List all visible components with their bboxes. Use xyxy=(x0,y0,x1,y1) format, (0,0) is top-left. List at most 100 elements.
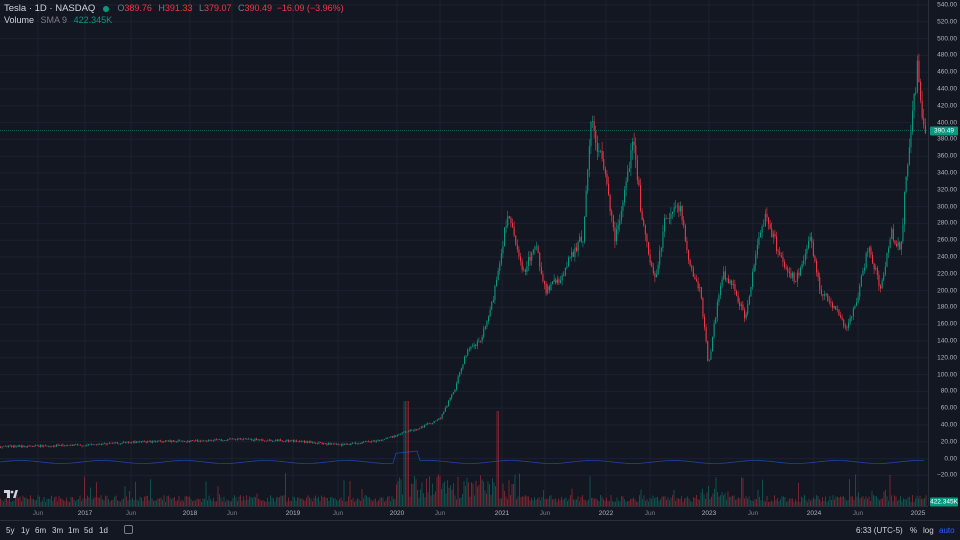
volume-bar xyxy=(351,499,352,506)
date-range-calendar-icon[interactable] xyxy=(124,525,133,534)
volume-bar xyxy=(315,495,316,506)
time-tick-label: 2025 xyxy=(910,510,926,517)
range-1y-button[interactable]: 1y xyxy=(21,526,30,535)
volume-bar xyxy=(342,500,343,506)
chart-pane[interactable]: Tesla · 1D · NASDAQ O389.76 H391.33 L379… xyxy=(0,0,928,506)
volume-bar xyxy=(787,500,789,506)
candle-body xyxy=(248,438,250,440)
candle-body xyxy=(513,226,515,236)
time-scale[interactable]: Jun 2017 Jun 2018 Jun 2019 Jun 2020 Jun 2021 Jun 20… xyxy=(0,506,928,520)
volume-bar xyxy=(913,501,915,506)
candle-body xyxy=(614,227,616,242)
volume-bar xyxy=(663,496,664,506)
auto-scale-toggle[interactable]: auto xyxy=(939,526,955,535)
volume-bar xyxy=(684,498,685,506)
volume-bar xyxy=(600,495,601,506)
volume-bar xyxy=(795,499,796,506)
time-tick-label: 2023 xyxy=(701,510,717,517)
volume-bar xyxy=(556,501,558,506)
range-5y-button[interactable]: 5y xyxy=(6,526,15,535)
range-6m-button[interactable]: 6m xyxy=(35,526,47,535)
volume-bar xyxy=(388,495,390,506)
candle-body xyxy=(36,445,38,446)
candle-body xyxy=(113,442,115,444)
candle-body xyxy=(166,440,168,442)
volume-bar xyxy=(502,483,504,506)
candle-body xyxy=(276,439,278,442)
candle-body xyxy=(547,286,549,294)
volume-bar xyxy=(904,498,906,506)
candle-body xyxy=(889,239,891,249)
volume-bar xyxy=(313,497,315,506)
volume-bar xyxy=(591,497,592,506)
price-tick-label: 420.00 xyxy=(937,102,957,110)
volume-bar xyxy=(867,498,868,506)
candle-body xyxy=(315,442,317,444)
candle-body xyxy=(684,225,686,242)
candle-body xyxy=(516,244,518,250)
candle-body xyxy=(600,150,602,152)
volume-bar xyxy=(865,496,867,506)
volume-bar xyxy=(634,499,636,506)
tradingview-logo-icon[interactable] xyxy=(4,489,18,499)
volume-bar xyxy=(162,499,163,506)
volume-label[interactable]: Volume xyxy=(4,15,35,25)
price-scale[interactable]: 540.00 520.00 500.00 480.00 460.00 440.00 420.… xyxy=(928,0,960,507)
volume-bar xyxy=(915,498,916,506)
volume-value-tag: 422.345K xyxy=(930,497,958,507)
volume-bar xyxy=(60,498,61,506)
range-1d-button[interactable]: 1d xyxy=(99,526,108,535)
volume-bar xyxy=(262,500,264,506)
volume-bar xyxy=(480,475,481,506)
volume-bar xyxy=(690,501,691,506)
volume-bar xyxy=(891,495,892,506)
volume-bar xyxy=(559,500,561,506)
volume-bar xyxy=(346,500,348,506)
candle-body xyxy=(94,444,96,446)
candle-body xyxy=(782,256,784,262)
volume-bar xyxy=(823,500,825,506)
volume-bar xyxy=(327,498,328,506)
volume-bar xyxy=(91,499,93,506)
volume-bar xyxy=(774,495,775,506)
candle-body xyxy=(723,271,725,280)
range-3m-button[interactable]: 3m xyxy=(52,526,64,535)
symbol-title[interactable]: Tesla · 1D · NASDAQ xyxy=(4,3,96,14)
range-5d-button[interactable]: 5d xyxy=(84,526,93,535)
volume-bar xyxy=(697,499,699,506)
volume-bar xyxy=(517,496,519,506)
timezone-clock[interactable]: 6:33 (UTC-5) xyxy=(856,526,903,535)
volume-bar xyxy=(844,498,846,506)
high-label: H xyxy=(158,3,165,13)
candle-body xyxy=(398,434,400,436)
candle-body xyxy=(182,441,184,442)
candle-body xyxy=(281,440,283,442)
candle-body xyxy=(632,141,634,151)
candle-body xyxy=(252,440,254,441)
percent-scale-toggle[interactable]: % xyxy=(910,526,918,535)
candle-body xyxy=(72,444,74,446)
candle-body xyxy=(307,441,309,443)
candle-body xyxy=(414,429,416,431)
candle-body xyxy=(275,439,277,441)
candle-body xyxy=(603,158,605,169)
candle-body xyxy=(51,446,53,448)
price-chart-svg[interactable] xyxy=(0,0,928,506)
candle-body xyxy=(395,435,397,437)
candle-body xyxy=(179,440,181,442)
log-scale-toggle[interactable]: log xyxy=(923,526,934,535)
volume-bar xyxy=(813,497,814,506)
candle-body xyxy=(144,441,146,442)
candle-body xyxy=(548,286,550,290)
candle-body xyxy=(129,442,131,444)
candle-body xyxy=(416,429,418,430)
candle-body xyxy=(267,440,269,441)
candle-body xyxy=(187,440,189,442)
volume-bar xyxy=(486,493,487,506)
volume-bar xyxy=(879,500,880,506)
range-1m-button[interactable]: 1m xyxy=(68,526,80,535)
candle-body xyxy=(132,441,134,443)
volume-bar xyxy=(39,496,40,506)
volume-bar xyxy=(69,501,70,506)
candle-body xyxy=(316,443,318,445)
